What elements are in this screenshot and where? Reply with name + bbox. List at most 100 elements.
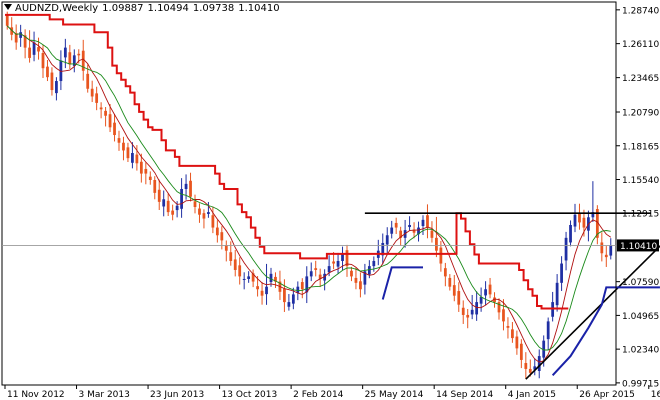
candle-body-114 xyxy=(515,337,518,349)
candle-body-65 xyxy=(296,287,299,293)
candle-body-22 xyxy=(104,111,107,116)
candle-body-16 xyxy=(77,54,80,56)
candle-body-74 xyxy=(337,261,340,267)
candle-body-45 xyxy=(207,212,210,214)
candle-body-106 xyxy=(480,297,483,304)
low-value: 1.09738 xyxy=(193,3,234,14)
candle-body-19 xyxy=(91,89,94,97)
candle-body-99 xyxy=(448,278,451,287)
candle-body-105 xyxy=(475,302,478,314)
x-tick-label-1: 3 Mar 2013 xyxy=(79,390,130,400)
candle-body-96 xyxy=(435,238,438,251)
candle-body-128 xyxy=(578,213,581,222)
blue-stop-line-1 xyxy=(383,267,423,299)
candle-body-87 xyxy=(395,223,398,228)
dropdown-triangle-icon[interactable] xyxy=(4,4,12,10)
candle-body-67 xyxy=(305,276,308,292)
x-tick-label-7: 4 Jan 2015 xyxy=(508,390,556,400)
y-tick-label-10: 1.02340 xyxy=(622,346,659,356)
x-tick-label-9: 16 Aug 2015 xyxy=(651,390,660,400)
candle-body-37 xyxy=(171,211,174,215)
candle-body-115 xyxy=(520,344,523,360)
candle-body-112 xyxy=(507,326,510,328)
candle-body-134 xyxy=(605,255,608,257)
candle-body-11 xyxy=(55,81,58,93)
candle-body-0 xyxy=(6,15,9,25)
candle-body-73 xyxy=(332,261,335,263)
candle-body-77 xyxy=(350,271,353,277)
x-tick-label-6: 14 Sep 2014 xyxy=(436,390,493,400)
y-tick-label-11: 0.99715 xyxy=(622,379,659,389)
candle-body-14 xyxy=(68,52,71,64)
y-tick-label-5: 1.15540 xyxy=(622,176,659,186)
candle-body-94 xyxy=(426,215,429,227)
candle-body-85 xyxy=(386,235,389,244)
candle-body-32 xyxy=(149,177,152,180)
red-stop-line xyxy=(5,15,568,309)
candle-body-35 xyxy=(162,199,165,206)
candle-body-111 xyxy=(502,309,505,321)
plot-frame xyxy=(2,2,616,385)
close-value: 1.10410 xyxy=(238,3,279,14)
candle-body-62 xyxy=(283,289,286,302)
candle-body-28 xyxy=(131,153,134,163)
candle-body-97 xyxy=(439,248,442,264)
candle-body-66 xyxy=(301,282,304,289)
y-tick-label-9: 1.04965 xyxy=(622,312,659,322)
candle-body-57 xyxy=(261,291,264,296)
open-value: 1.09887 xyxy=(102,3,143,14)
candle-body-20 xyxy=(95,93,98,103)
candle-body-126 xyxy=(569,225,572,242)
candle-body-56 xyxy=(256,286,259,289)
y-tick-label-1: 1.26110 xyxy=(622,40,659,50)
x-tick-label-3: 13 Oct 2013 xyxy=(222,390,278,400)
symbol-label: AUDNZD,Weekly xyxy=(15,3,98,14)
candle-body-38 xyxy=(176,206,179,210)
candle-body-98 xyxy=(444,268,447,276)
candle-body-104 xyxy=(471,310,474,315)
ma-slow-line xyxy=(7,26,611,350)
candle-body-78 xyxy=(355,278,358,283)
candle-body-100 xyxy=(453,285,456,296)
trend-line xyxy=(526,242,660,380)
candle-body-26 xyxy=(122,143,125,151)
x-tick-label-0: 11 Nov 2012 xyxy=(7,390,65,400)
candle-body-51 xyxy=(234,259,237,270)
chart-header: AUDNZD,Weekly 1.09887 1.10494 1.09738 1.1041… xyxy=(4,3,284,14)
candle-body-90 xyxy=(408,225,411,227)
y-tick-label-0: 1.28740 xyxy=(622,6,659,16)
indicator-lines xyxy=(5,15,611,362)
candle-body-33 xyxy=(153,180,156,193)
candle-body-103 xyxy=(466,315,469,318)
candles-group xyxy=(6,12,612,379)
candle-body-5 xyxy=(28,48,31,58)
candle-body-50 xyxy=(229,252,232,261)
candle-body-63 xyxy=(287,302,290,307)
candle-body-23 xyxy=(109,114,112,127)
candle-body-47 xyxy=(216,228,219,236)
candle-body-48 xyxy=(220,232,223,240)
candle-body-13 xyxy=(64,48,67,58)
candle-body-34 xyxy=(158,190,161,202)
candle-body-124 xyxy=(560,264,563,283)
candle-body-93 xyxy=(422,220,425,226)
candle-body-29 xyxy=(135,155,138,164)
candle-body-125 xyxy=(565,238,568,261)
candle-body-117 xyxy=(529,369,532,373)
candle-body-129 xyxy=(583,218,586,228)
candle-body-44 xyxy=(203,213,206,218)
y-tick-label-6: 1.12915 xyxy=(622,210,659,220)
candle-body-121 xyxy=(547,321,550,339)
current-price-label: 1.10410 xyxy=(620,242,657,252)
candle-body-53 xyxy=(243,279,246,280)
candle-body-69 xyxy=(314,268,317,270)
candle-body-43 xyxy=(198,209,201,215)
y-tick-label-3: 1.20790 xyxy=(622,109,659,119)
y-tick-label-2: 1.23465 xyxy=(622,74,659,84)
candle-body-46 xyxy=(211,215,214,227)
candle-body-101 xyxy=(457,291,460,305)
candle-body-39 xyxy=(180,189,183,209)
candle-body-31 xyxy=(144,169,147,174)
candle-body-41 xyxy=(189,181,192,197)
